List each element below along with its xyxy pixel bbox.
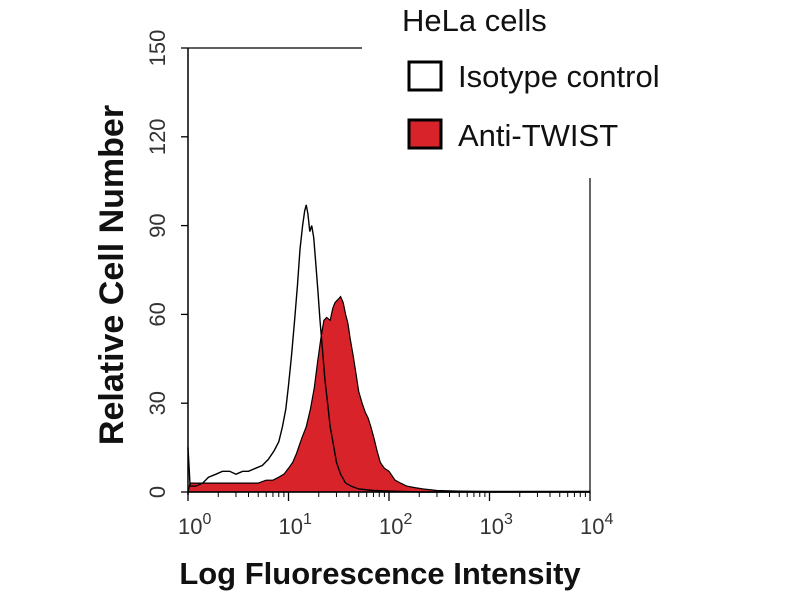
plot-area	[187, 204, 591, 493]
x-tick-label: 104	[580, 511, 613, 539]
y-axis-title: Relative Cell Number	[93, 105, 131, 445]
axes	[181, 47, 591, 501]
series-area-anti-twist	[187, 295, 591, 493]
series-line-isotype-control	[187, 204, 590, 493]
y-tick-label: 120	[145, 118, 170, 155]
x-tick-label: 100	[178, 511, 211, 539]
x-axis-title: Log Fluorescence Intensity	[179, 556, 581, 591]
tick-labels: 0 30 60 90 120 150 100 101 102 103 104	[145, 30, 613, 539]
legend-swatch-isotype-control	[407, 60, 443, 92]
y-tick-label: 0	[145, 486, 170, 498]
y-tick-label: 90	[145, 213, 170, 237]
legend-label-isotype-control: Isotype control	[458, 59, 660, 94]
chart-title: HeLa cells	[402, 3, 547, 38]
y-tick-label: 60	[145, 302, 170, 326]
legend-label-anti-twist: Anti-TWIST	[458, 118, 618, 153]
x-tick-label: 101	[279, 511, 312, 539]
y-tick-label: 150	[145, 30, 170, 67]
legend: Isotype control Anti-TWIST	[407, 59, 660, 153]
x-tick-label: 103	[480, 511, 513, 539]
legend-swatch-anti-twist	[407, 118, 443, 150]
y-tick-label: 30	[145, 391, 170, 415]
x-tick-label: 102	[379, 511, 412, 539]
